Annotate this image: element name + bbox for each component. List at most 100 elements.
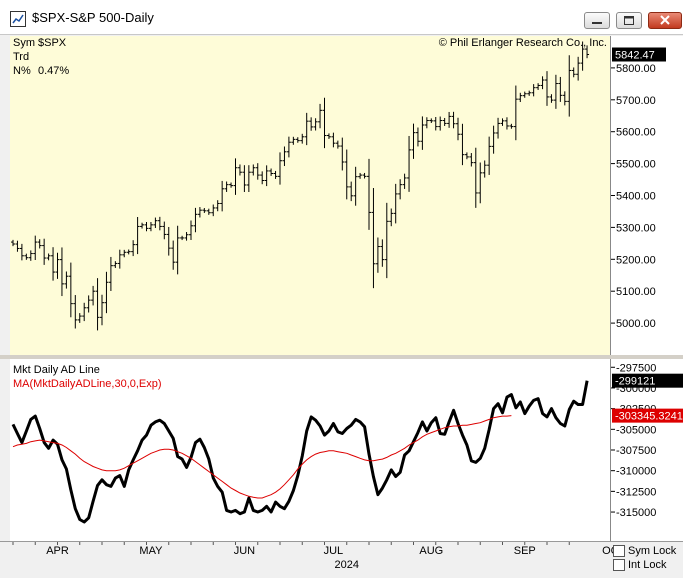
price-bar — [108, 256, 113, 292]
trd-label: Trd — [13, 51, 29, 63]
price-bar — [358, 172, 363, 179]
x-axis: APRMAYJUNJULAUGSEPOCT — [12, 542, 626, 557]
price-bar — [331, 132, 336, 148]
ad-y-axis: -297500-300000-302500-305000-307500-3100… — [611, 362, 683, 519]
price-bar — [576, 56, 581, 81]
price-bar — [304, 112, 309, 146]
price-panel — [10, 36, 610, 355]
price-bar — [371, 188, 376, 289]
chart-icon — [10, 11, 26, 27]
price-bar — [536, 83, 541, 90]
price-bar — [415, 127, 420, 147]
int-lock-box[interactable] — [613, 559, 625, 571]
restore-button[interactable] — [616, 12, 642, 29]
price-bar — [148, 221, 153, 232]
ad-tick-label: -297500 — [616, 362, 656, 374]
price-bar — [389, 208, 394, 227]
sym-lock-label: Sym Lock — [628, 545, 677, 557]
price-bar — [326, 133, 331, 139]
title-bar[interactable]: $SPX-S&P 500-Daily — [0, 0, 683, 35]
price-bar — [340, 137, 345, 171]
price-bar — [162, 221, 167, 240]
price-bar — [260, 171, 265, 185]
sym-lock-box[interactable] — [613, 545, 625, 557]
ad-legend-line: Mkt Daily AD Line — [13, 364, 100, 376]
ma-current-label: -303345.3241 — [615, 411, 683, 423]
price-bar — [384, 202, 389, 279]
price-bar — [100, 294, 104, 326]
price-bar — [349, 181, 354, 202]
price-bar — [246, 165, 251, 192]
price-bar — [211, 204, 216, 217]
price-bar — [367, 158, 371, 230]
month-label: AUG — [419, 545, 443, 557]
price-bar — [206, 208, 211, 215]
price-bar — [504, 117, 509, 130]
price-bar — [255, 163, 260, 180]
price-bar — [531, 84, 536, 97]
price-bar — [322, 97, 327, 149]
price-bar — [237, 164, 242, 176]
price-bar — [469, 153, 474, 167]
price-bar — [131, 240, 136, 257]
price-bar — [402, 173, 407, 189]
price-bar — [522, 91, 527, 98]
price-bar — [313, 118, 318, 131]
price-bar — [55, 252, 60, 279]
close-button[interactable] — [648, 12, 682, 29]
price-bar — [220, 180, 225, 212]
price-bar — [104, 271, 109, 314]
price-bar — [286, 136, 291, 158]
price-bar — [193, 207, 198, 233]
price-bar — [197, 207, 202, 218]
price-bar — [291, 136, 296, 145]
price-bar — [433, 116, 438, 131]
month-label: MAY — [139, 545, 163, 557]
ad-panel — [10, 359, 610, 541]
price-bar — [233, 158, 238, 195]
price-bar — [269, 168, 274, 176]
price-bar — [117, 249, 122, 269]
price-bar — [571, 67, 576, 78]
price-bar — [438, 116, 443, 131]
minimize-button[interactable] — [584, 12, 610, 29]
price-bar — [19, 243, 24, 261]
price-current-label: 5842.47 — [615, 50, 655, 62]
ad-current-box — [612, 373, 683, 388]
price-bar — [273, 170, 278, 179]
price-bar — [487, 136, 492, 175]
price-bar — [242, 165, 247, 192]
price-bar — [549, 94, 554, 103]
price-bar — [215, 200, 220, 212]
price-bar — [562, 91, 567, 106]
price-bar — [362, 172, 367, 179]
price-tick-label: 5600.00 — [616, 127, 656, 139]
price-bar — [224, 181, 229, 192]
sym-lock-checkbox[interactable]: Sym Lock — [613, 545, 677, 557]
price-bar — [68, 262, 73, 318]
price-bar — [278, 152, 282, 185]
ad-tick-label: -315000 — [616, 507, 656, 519]
ad-tick-label: -310000 — [616, 466, 656, 478]
price-bar — [229, 182, 234, 188]
price-bar — [393, 183, 398, 224]
price-bar — [567, 55, 572, 117]
price-bar — [496, 117, 501, 139]
price-bar — [264, 165, 269, 187]
int-lock-checkbox[interactable]: Int Lock — [613, 559, 667, 571]
ad-legend-ma: MA(MktDailyADLine,30,0,Exp) — [13, 378, 162, 390]
price-bar — [82, 302, 87, 322]
panel-divider[interactable] — [0, 355, 683, 359]
price-bar — [478, 162, 483, 204]
month-label: JUN — [234, 545, 255, 557]
price-bar — [300, 133, 305, 144]
price-bar — [295, 137, 300, 143]
price-tick-label: 5400.00 — [616, 191, 656, 203]
price-y-axis: 5000.00 5100.00 5200.00 5300.00 5400.00 5500.… — [611, 47, 666, 330]
chart-area[interactable]: 5000.00 5100.00 5200.00 5300.00 5400.00 5500.… — [0, 36, 683, 542]
price-bar — [126, 249, 131, 255]
price-bar — [59, 247, 64, 297]
price-bar — [527, 90, 532, 96]
price-bar — [140, 222, 145, 229]
price-bar — [189, 220, 193, 241]
